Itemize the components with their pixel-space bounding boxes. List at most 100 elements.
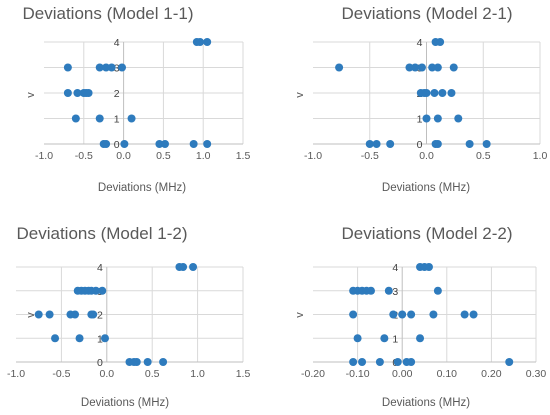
y-tick-label: 4: [417, 37, 423, 49]
x-tick-label: 0.5: [156, 150, 171, 162]
data-point: [405, 63, 414, 72]
data-point: [416, 334, 425, 343]
data-point: [436, 38, 445, 46]
data-point: [127, 114, 136, 123]
x-tick-label: 1.5: [236, 150, 251, 162]
data-point: [143, 358, 152, 366]
x-axis-label: Deviations (MHz): [382, 182, 470, 194]
data-point: [422, 89, 431, 97]
x-tick-label: 0.5: [145, 368, 160, 380]
x-tick-label: -0.5: [75, 150, 93, 162]
data-point: [118, 63, 127, 72]
y-tick-label: 1: [417, 114, 423, 126]
data-point: [428, 63, 437, 72]
data-point: [433, 286, 442, 295]
chart-title: Deviations (Model 2-2): [341, 224, 512, 243]
data-point: [438, 89, 447, 97]
chart-model-2-2: 01234-0.20-0.100.000.100.200.30Deviation…: [294, 224, 547, 409]
x-tick-label: 0.30: [526, 368, 547, 380]
chart-model-1-1: 0 1 2 3 4 -1.0 -0.5 0.0 0.5 1.0 1.5 Deviations (Mod…: [22, 4, 251, 194]
x-tick-label: 0.5: [476, 150, 491, 162]
data-point: [51, 334, 60, 343]
x-tick-label: 0.10: [437, 368, 458, 380]
x-tick-label: -0.5: [361, 150, 379, 162]
data-point: [120, 140, 129, 148]
data-point: [424, 263, 433, 271]
data-point: [460, 310, 469, 319]
data-point: [393, 358, 402, 366]
chart-title: Deviations (Model 2-1): [341, 4, 512, 23]
data-point: [384, 286, 393, 295]
data-point: [349, 358, 358, 366]
chart-title: Deviations (Model 1-1): [22, 4, 193, 23]
x-tick-label: 1.5: [236, 368, 251, 380]
x-tick-label: -0.20: [301, 368, 325, 380]
y-tick-label: 2: [97, 310, 103, 322]
data-point: [63, 89, 72, 97]
data-point: [407, 358, 416, 366]
data-point: [63, 63, 72, 72]
data-point: [375, 358, 384, 366]
x-tick-label: -0.10: [346, 368, 370, 380]
data-point: [407, 310, 416, 319]
x-axis-label: Deviations (MHz): [98, 182, 186, 194]
data-point: [398, 310, 407, 319]
chart-title: Deviations (Model 1-2): [16, 224, 187, 243]
data-point: [411, 63, 420, 72]
y-tick-label: 2: [114, 88, 120, 100]
y-tick-label: 3: [114, 63, 120, 75]
data-point: [196, 38, 205, 46]
x-tick-label: 0.20: [481, 368, 502, 380]
data-point: [160, 140, 169, 148]
y-tick-label: 0: [114, 139, 120, 151]
data-point: [433, 114, 442, 123]
y-tick-label: 1: [392, 333, 398, 345]
data-point: [179, 263, 188, 271]
data-point: [447, 89, 456, 97]
data-point: [389, 310, 398, 319]
y-tick-label: 1: [114, 114, 120, 126]
y-axis-label: v: [294, 312, 306, 318]
x-tick-label: -1.0: [304, 150, 322, 162]
data-point: [505, 358, 514, 366]
data-point: [102, 140, 111, 148]
data-point: [454, 114, 463, 123]
x-tick-label: 0.0: [419, 150, 434, 162]
data-point: [45, 310, 54, 319]
y-axis-label: v: [294, 92, 306, 98]
data-point: [102, 63, 111, 72]
data-point: [189, 140, 198, 148]
data-point: [84, 89, 93, 97]
x-tick-label: 1.0: [533, 150, 548, 162]
data-point: [203, 38, 212, 46]
data-point: [422, 114, 431, 123]
data-point: [155, 140, 164, 148]
x-tick-label: 0.00: [392, 368, 413, 380]
data-point: [95, 63, 104, 72]
x-tick-label: 1.0: [196, 150, 211, 162]
data-point: [189, 263, 198, 271]
data-point: [365, 140, 374, 148]
data-point: [335, 63, 344, 72]
x-tick-label: 1.0: [190, 368, 205, 380]
data-point: [449, 63, 458, 72]
x-tick-label: -0.5: [52, 368, 70, 380]
data-point: [203, 140, 212, 148]
x-tick-label: -1.0: [35, 150, 53, 162]
data-point: [71, 310, 80, 319]
data-point: [89, 310, 98, 319]
data-point: [75, 334, 84, 343]
data-point: [159, 358, 168, 366]
data-point: [366, 286, 375, 295]
x-tick-label: -1.0: [7, 368, 25, 380]
data-point: [98, 286, 107, 295]
x-axis-label: Deviations (MHz): [81, 397, 169, 409]
data-point: [71, 114, 80, 123]
data-point: [349, 310, 358, 319]
y-axis-label: v: [25, 92, 37, 98]
y-tick-label: 0: [417, 139, 423, 151]
data-point: [469, 310, 478, 319]
y-tick-label: 1: [97, 333, 103, 345]
